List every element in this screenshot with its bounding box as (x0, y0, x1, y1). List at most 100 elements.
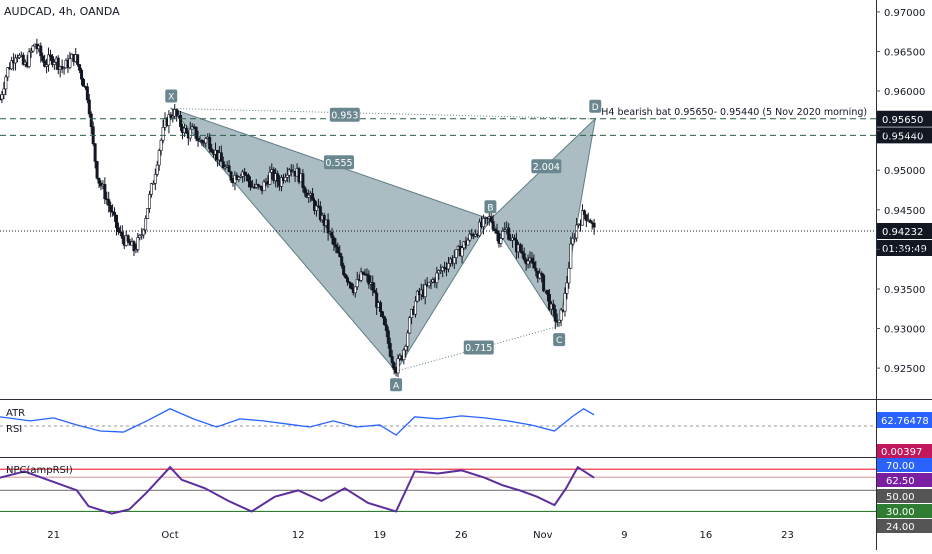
candle-body (161, 127, 165, 141)
candle-body (138, 234, 142, 238)
candle-body (0, 94, 4, 100)
candle-body (43, 60, 47, 67)
candle-body (47, 54, 51, 66)
candle-body (359, 271, 363, 281)
candle-body (120, 231, 124, 239)
npc-badge (877, 473, 932, 487)
candle-body (340, 256, 344, 266)
candle-body (371, 282, 375, 291)
candle-body (499, 238, 503, 244)
candle-body (530, 257, 534, 263)
symbol-label: AUDCAD, 4h, OANDA (4, 5, 120, 18)
candle-body (15, 57, 19, 59)
candle-body (146, 208, 150, 219)
time-tick-label: 16 (700, 530, 713, 541)
candle-body (365, 273, 369, 276)
price-badge-label: 0.95650 (882, 115, 923, 126)
candle-body (318, 206, 322, 221)
candle-body (248, 180, 252, 188)
candle-body (342, 265, 346, 275)
candle-body (311, 193, 315, 201)
candle-body (520, 250, 524, 254)
candle-body (31, 45, 35, 52)
candle-body (229, 171, 233, 181)
npc-badge (877, 489, 932, 503)
harmonic-pattern (169, 107, 597, 373)
atr-value: 0.00397 (881, 447, 922, 458)
pattern-triangle-bcd (489, 117, 597, 328)
candle-body (388, 343, 392, 357)
candle-body (80, 69, 84, 80)
candle-body (27, 51, 31, 67)
candle-body (522, 253, 526, 260)
ratio-label: 2.004 (533, 162, 560, 173)
point-label-bg (165, 89, 178, 103)
candle-body (384, 324, 388, 332)
npc-badge-label: 70.00 (886, 461, 915, 472)
candle-body (157, 150, 161, 166)
candle-body (582, 210, 586, 216)
countdown-label: 01:39:49 (882, 244, 927, 255)
candle-body (396, 358, 400, 374)
candle-body (355, 279, 359, 288)
rsi-value-badge (877, 412, 932, 428)
candle-body (14, 57, 18, 64)
horizontal-lines: 0.95650 0.95440 0.94232 01:39:49 (0, 110, 932, 257)
candle-body (175, 109, 179, 117)
candle-body (50, 56, 54, 65)
candle-body (89, 113, 93, 128)
time-tick-label: 26 (455, 530, 468, 541)
time-tick-label: Nov (533, 530, 553, 541)
candle-body (334, 244, 338, 248)
pattern-labels: H4 bearish bat 0.95650- 0.95440 (5 Nov 2… (165, 89, 867, 392)
price-badge-label: 0.94232 (882, 227, 923, 238)
price-tick-label: 0.93500 (884, 285, 925, 296)
candle-body (501, 231, 505, 239)
price-tick-label: 0.95500 (884, 127, 925, 138)
ratio-label-bg (323, 155, 354, 170)
ratio-label-bg (463, 340, 494, 355)
candle-body (443, 267, 447, 269)
candle-body (0, 98, 2, 101)
candle-body (478, 221, 482, 236)
candle-body (78, 64, 82, 71)
candle-body (153, 174, 157, 184)
candle-body (85, 86, 89, 101)
ratio-label-bg (329, 107, 360, 122)
candle-body (526, 260, 530, 265)
candle-body (287, 169, 291, 176)
candle-body (149, 183, 153, 195)
candle-body (452, 257, 456, 264)
candle-body (97, 177, 101, 184)
candle-body (171, 115, 175, 118)
candle-body (373, 289, 377, 294)
price-tick-label: 0.96000 (884, 87, 925, 98)
price-tick-label: 0.93000 (884, 325, 925, 336)
candle-body (347, 281, 351, 284)
candle-body (386, 330, 390, 344)
candle-body (223, 166, 227, 169)
candle-body (256, 184, 260, 187)
candle-body (167, 114, 171, 126)
price-badge (877, 110, 932, 127)
candle-body (559, 309, 563, 321)
candle-body (489, 216, 493, 222)
candle-body (392, 362, 396, 370)
price-tick-label: 0.97000 (884, 8, 925, 19)
point-label-a: A (393, 381, 400, 391)
candle-body (542, 274, 546, 292)
candle-body (382, 316, 386, 326)
time-axis: 21 Oct 12 19 26 Nov 9 16 23 (47, 530, 794, 541)
candle-body (134, 249, 138, 252)
candle-body (571, 238, 575, 245)
time-tick-label: 19 (373, 530, 386, 541)
candle-body (540, 272, 544, 276)
candle-body (404, 345, 408, 351)
candle-body (184, 127, 188, 134)
candle-body (239, 175, 243, 178)
candle-body (446, 263, 450, 270)
candle-body (301, 173, 305, 188)
candle-body (429, 281, 433, 284)
candle-body (344, 274, 348, 279)
